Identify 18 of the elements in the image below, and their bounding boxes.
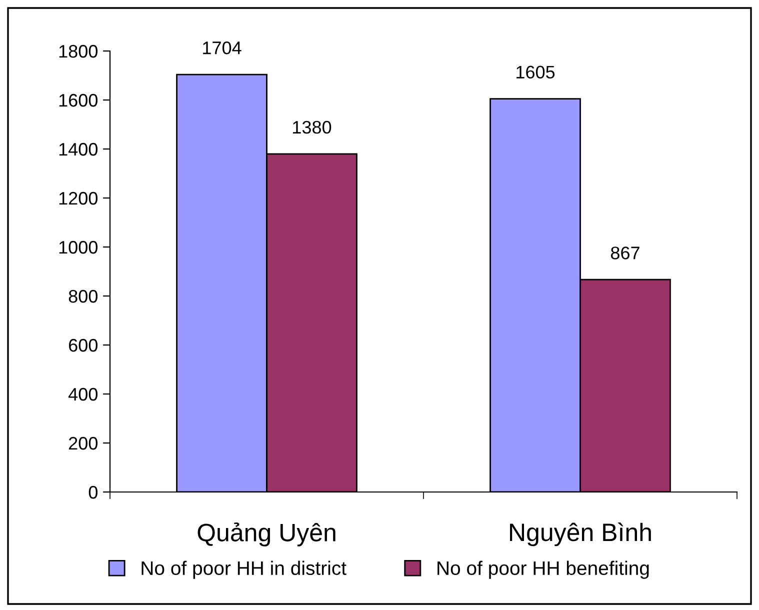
data-label: 1704: [203, 42, 242, 54]
y-tick-label: 1200: [59, 192, 98, 205]
data-label: 867: [610, 246, 640, 260]
y-tick-label: 1600: [59, 94, 98, 107]
x-tick-label: Nguyên Bình: [510, 522, 651, 546]
y-tick-label: 1000: [59, 240, 98, 254]
y-tick-label: 200: [68, 436, 98, 450]
y-tick-label: 1800: [59, 44, 98, 58]
y-tick-label: 0: [88, 486, 98, 499]
y-tick-label: 400: [68, 388, 98, 401]
y-tick-label: 600: [68, 338, 98, 352]
legend-label: No of poor HH benefiting: [438, 560, 649, 579]
y-tick-label: 1400: [59, 142, 98, 156]
x-tick-label: Quảng Uyên: [198, 522, 336, 546]
data-label: 1605: [516, 66, 555, 79]
y-tick-label: 800: [68, 290, 98, 303]
legend-label: No of poor HH in district: [142, 560, 346, 579]
data-label: 1380: [293, 120, 332, 134]
